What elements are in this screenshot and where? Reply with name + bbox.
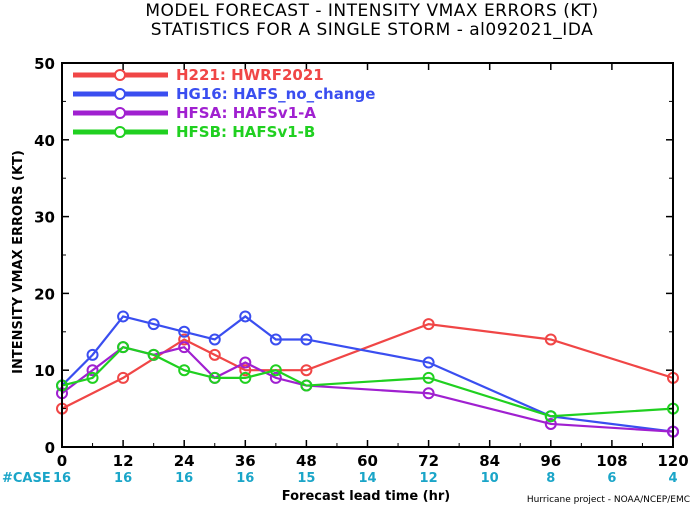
case-count: 16 (236, 471, 254, 486)
data-point (239, 371, 252, 384)
data-point (544, 333, 557, 346)
data-point (208, 371, 221, 384)
x-tick-label: 84 (479, 452, 500, 470)
y-tick-label: 10 (34, 362, 55, 380)
legend-entry-label: HG16: HAFS_no_change (176, 85, 375, 103)
data-point (269, 371, 282, 384)
data-point (239, 356, 252, 369)
y-tick-label: 30 (34, 209, 55, 227)
legend-entry-label: HFSB: HAFSv1-B (176, 123, 315, 141)
chart-title: MODEL FORECAST - INTENSITY VMAX ERRORS (… (145, 1, 599, 21)
data-point (239, 364, 252, 377)
case-count: 14 (358, 471, 376, 486)
legend-marker (114, 107, 126, 119)
axes: 0161216241636164815601472128410968108612… (34, 55, 689, 486)
data-point (269, 333, 282, 346)
x-tick-label: 12 (113, 452, 134, 470)
case-count: 4 (668, 471, 677, 486)
x-tick-label: 72 (418, 452, 439, 470)
x-tick-label: 96 (540, 452, 561, 470)
case-count: 10 (481, 471, 499, 486)
case-count: 16 (175, 471, 193, 486)
data-point (86, 364, 99, 377)
data-point (208, 348, 221, 361)
x-tick-label: 36 (235, 452, 256, 470)
y-tick-label: 50 (34, 55, 55, 73)
data-point (178, 333, 191, 346)
series-line-3 (61, 345, 674, 418)
data-point (86, 348, 99, 361)
data-point (86, 371, 99, 384)
data-point (208, 333, 221, 346)
data-point (422, 371, 435, 384)
x-tick-label: 0 (57, 452, 67, 470)
x-tick-label: 60 (357, 452, 378, 470)
legend-entry-label: H221: HWRF2021 (176, 66, 324, 84)
legend-entry-label: HFSA: HAFSv1-A (176, 104, 316, 122)
data-point (544, 417, 557, 430)
y-tick-label: 20 (34, 285, 55, 303)
data-point (117, 310, 130, 323)
case-count: 6 (607, 471, 616, 486)
x-tick-label: 48 (296, 452, 317, 470)
data-point (147, 318, 160, 331)
data-point (239, 310, 252, 323)
data-point (178, 325, 191, 338)
data-point (269, 364, 282, 377)
legend-marker (114, 88, 126, 100)
data-point (117, 371, 130, 384)
x-axis-label: Forecast lead time (hr) (282, 489, 450, 504)
y-axis-label: INTENSITY VMAX ERRORS (KT) (11, 150, 26, 374)
x-tick-label: 24 (174, 452, 195, 470)
data-point (147, 348, 160, 361)
x-tick-label: 108 (596, 452, 627, 470)
case-count: 16 (53, 471, 71, 486)
data-point (178, 364, 191, 377)
case-count: 16 (114, 471, 132, 486)
series-line-0 (61, 322, 674, 410)
data-point (178, 341, 191, 354)
data-point (422, 318, 435, 331)
data-point (300, 333, 313, 346)
legend-marker (114, 69, 126, 81)
y-tick-label: 0 (45, 439, 55, 457)
case-count: 8 (546, 471, 555, 486)
case-count: 12 (420, 471, 438, 486)
y-tick-label: 40 (34, 132, 55, 150)
chart-subtitle: STATISTICS FOR A SINGLE STORM - al092021… (150, 20, 594, 40)
data-point (422, 356, 435, 369)
credit-text: Hurricane project - NOAA/NCEP/EMC (527, 495, 690, 505)
data-point (544, 410, 557, 423)
data-point (422, 387, 435, 400)
series-lines (56, 310, 679, 438)
case-count: 15 (297, 471, 315, 486)
series-line-1 (61, 315, 674, 433)
axis-labels: Forecast lead time (hr) INTENSITY VMAX E… (2, 150, 690, 505)
x-tick-label: 120 (657, 452, 688, 470)
data-point (300, 379, 313, 392)
legend-marker (114, 126, 126, 138)
case-label: #CASE (2, 471, 51, 486)
data-point (117, 341, 130, 354)
data-point (300, 364, 313, 377)
